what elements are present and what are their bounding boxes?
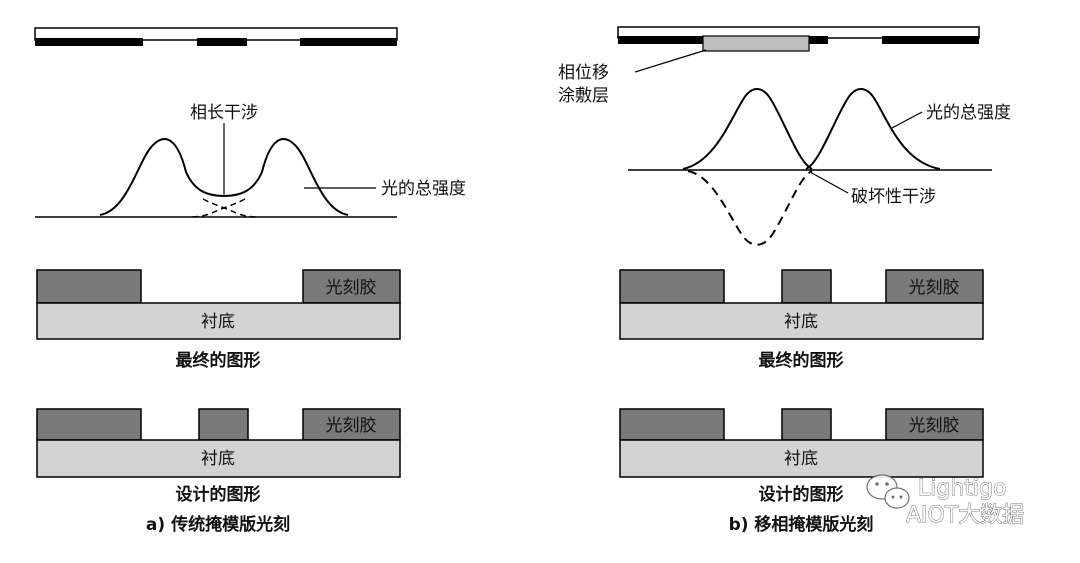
resist-block-mid-b1 — [781, 269, 832, 304]
design-pattern-a: 光刻胶 衬底 设计的图形 — [36, 408, 401, 505]
chrome-left-b — [618, 36, 725, 44]
final-pattern-b: 光刻胶 衬底 最终的图形 — [619, 269, 984, 371]
coating-pointer — [634, 49, 707, 73]
substrate-label-b1: 衬底 — [784, 312, 818, 332]
intensity-graph-b: 光的总强度 破坏性干涉 — [628, 88, 1011, 246]
panel-a-title: a) 传统掩模版光刻 — [146, 514, 290, 535]
substrate-label-a1: 衬底 — [201, 312, 235, 332]
panel-b-title: b) 移相掩模版光刻 — [729, 514, 874, 535]
mask-b: 相位移 涂敷层 — [558, 26, 980, 106]
chrome-right-a — [300, 38, 397, 46]
right-intensity-curve-b — [805, 88, 941, 170]
chrome-mid-a — [197, 38, 247, 46]
resist-block-left-a2 — [36, 408, 142, 441]
watermark-line1: Lightigo — [918, 476, 1006, 501]
resist-block-mid-b2 — [781, 408, 832, 441]
resist-label-a2: 光刻胶 — [326, 416, 377, 436]
intensity-graph-a: 相长干涉 光的总强度 — [35, 103, 466, 218]
final-pattern-caption-b: 最终的图形 — [759, 350, 844, 371]
wechat-icon — [866, 474, 910, 509]
chrome-left-a — [35, 38, 143, 46]
mask-a — [34, 27, 398, 46]
resist-block-right-b2 — [885, 408, 984, 441]
total-intensity-label-b: 光的总强度 — [926, 103, 1011, 123]
substrate-b2 — [619, 439, 984, 478]
resist-block-left-b2 — [619, 408, 725, 441]
constructive-interference-label: 相长干涉 — [190, 103, 258, 123]
resist-label-a1: 光刻胶 — [326, 278, 377, 298]
watermark: Lightigo AIOT大数据 — [866, 474, 1025, 528]
resist-block-mid-a2 — [198, 408, 249, 441]
total-intensity-label-a: 光的总强度 — [381, 179, 466, 199]
resist-block-right-a2 — [302, 408, 401, 441]
left-intensity-curve-b — [682, 88, 813, 170]
panel-a: 相长干涉 光的总强度 光刻胶 衬底 最终的图形 光刻胶 衬底 设计的图形 a) … — [34, 27, 466, 535]
substrate-b1 — [619, 302, 984, 340]
substrate-label-a2: 衬底 — [201, 449, 235, 469]
final-pattern-a: 光刻胶 衬底 最终的图形 — [36, 269, 401, 371]
chrome-right-b — [882, 36, 979, 44]
phase-shift-coating — [702, 35, 810, 52]
intensity-pointer-b — [891, 111, 923, 129]
interference-cross-2-a — [189, 198, 246, 218]
interference-cross-1-a — [202, 198, 259, 218]
destructive-interference-label: 破坏性干涉 — [851, 187, 936, 207]
watermark-line2: AIOT大数据 — [906, 503, 1024, 528]
design-pattern-b: 光刻胶 衬底 设计的图形 — [619, 408, 984, 505]
design-pattern-caption-b: 设计的图形 — [759, 484, 844, 505]
destructive-pointer-b — [809, 171, 849, 194]
substrate-a2 — [36, 439, 401, 478]
resist-block-left-a1 — [36, 269, 142, 304]
resist-block-left-b1 — [619, 269, 725, 304]
phase-coating-label-line1: 相位移 — [558, 63, 609, 83]
panel-b: 相位移 涂敷层 光的总强度 破坏性干涉 光刻胶 衬底 最终的图形 — [558, 26, 1011, 535]
resist-label-b1: 光刻胶 — [909, 278, 960, 298]
substrate-a1 — [36, 302, 401, 340]
phase-coating-label-line2: 涂敷层 — [558, 86, 609, 106]
negative-amplitude-dashed-b — [687, 170, 813, 246]
resist-block-right-b1 — [885, 269, 984, 304]
substrate-label-b2: 衬底 — [784, 449, 818, 469]
design-pattern-caption-a: 设计的图形 — [176, 484, 261, 505]
resist-label-b2: 光刻胶 — [909, 416, 960, 436]
final-pattern-caption-a: 最终的图形 — [176, 350, 261, 371]
